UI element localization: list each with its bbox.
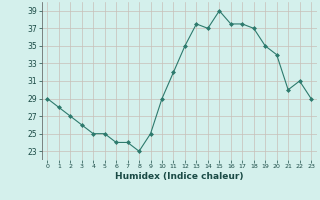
X-axis label: Humidex (Indice chaleur): Humidex (Indice chaleur) bbox=[115, 172, 244, 181]
